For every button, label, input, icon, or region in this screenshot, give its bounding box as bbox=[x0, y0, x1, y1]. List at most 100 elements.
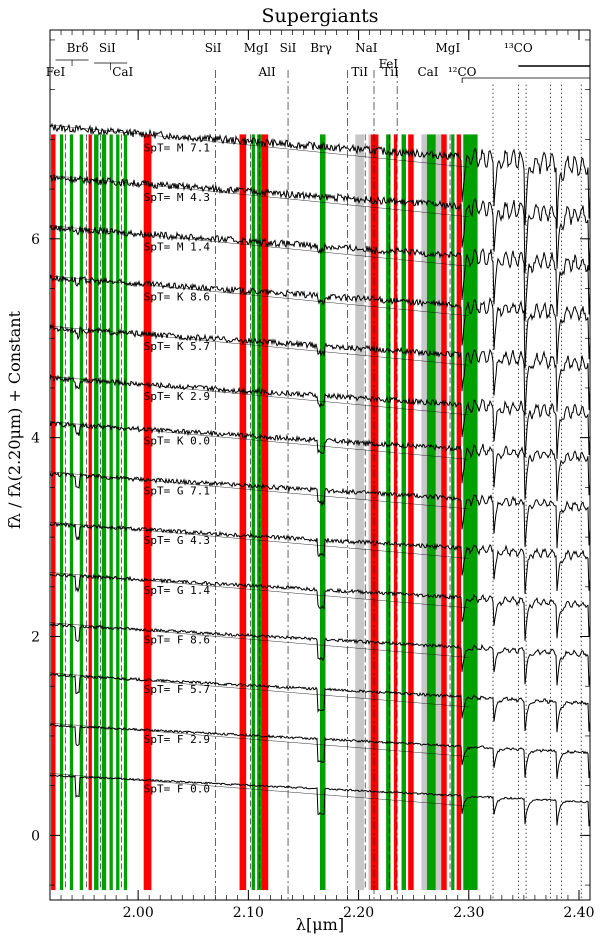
spectrum-line-9 bbox=[49, 572, 591, 641]
y-tick-label-3: 6 bbox=[31, 232, 40, 248]
reference-line-4 bbox=[49, 325, 469, 366]
x-axis-ticks: 2.00 2.10 2.20 2.30 2.40 bbox=[60, 30, 595, 921]
x-tick-label-1: 2.10 bbox=[233, 905, 264, 921]
line-id-label-11: FeI bbox=[379, 57, 399, 71]
spectrum-line-13 bbox=[49, 774, 591, 827]
spectral-type-label-2: SpT= M 1.4 bbox=[144, 241, 211, 254]
green-band-5 bbox=[109, 134, 113, 891]
green-band-4 bbox=[101, 134, 107, 891]
spectrum-line-5 bbox=[49, 374, 591, 459]
green-band-12 bbox=[401, 134, 406, 891]
green-band-3 bbox=[94, 134, 99, 891]
green-band-15 bbox=[463, 134, 478, 891]
red-band-1 bbox=[88, 134, 92, 891]
reference-line-8 bbox=[49, 521, 469, 559]
reference-line-6 bbox=[49, 421, 469, 460]
id-bracket-1 bbox=[94, 62, 128, 70]
id-bracket-0 bbox=[55, 59, 89, 66]
line-id-label-15: ¹²CO bbox=[448, 65, 477, 79]
spectral-type-labels: SpT= M 7.1 SpT= M 4.3 SpT= M 1.4 SpT= K 8.6… bbox=[144, 141, 211, 795]
y-axis-label: fλ / fλ(2.20μm) + Constant bbox=[5, 310, 24, 529]
spectrum-line-1 bbox=[49, 174, 591, 273]
green-band-0 bbox=[59, 134, 64, 891]
x-tick-label-0: 2.00 bbox=[123, 905, 154, 921]
spectrum-line-11 bbox=[49, 673, 591, 733]
spectral-type-label-10: SpT= F 8.6 bbox=[144, 633, 210, 646]
line-id-label-8: Brγ bbox=[310, 41, 332, 55]
x-tick-label-2: 2.20 bbox=[343, 905, 374, 921]
spectrum-line-2 bbox=[49, 224, 591, 321]
line-id-label-6: AlI bbox=[257, 65, 276, 79]
green-band-10 bbox=[320, 134, 326, 891]
spectral-type-label-3: SpT= K 8.6 bbox=[144, 290, 210, 303]
red-band-8 bbox=[441, 134, 447, 891]
red-band-4 bbox=[261, 134, 269, 891]
reference-line-13 bbox=[49, 773, 469, 807]
line-id-label-5: MgI bbox=[244, 41, 269, 55]
reference-line-1 bbox=[49, 175, 469, 217]
spectral-type-label-12: SpT= F 2.9 bbox=[144, 733, 210, 746]
green-band-14 bbox=[451, 134, 455, 891]
gray-band-0 bbox=[355, 134, 365, 891]
line-bands bbox=[51, 134, 478, 891]
green-band-9 bbox=[257, 134, 262, 891]
chart-title: Supergiants bbox=[262, 5, 379, 27]
spectrum-line-0 bbox=[49, 122, 591, 229]
gray-band-2 bbox=[421, 134, 427, 891]
spectral-type-label-7: SpT= G 7.1 bbox=[144, 484, 210, 497]
reference-line-3 bbox=[49, 275, 469, 316]
red-band-2 bbox=[143, 134, 152, 891]
spectrum-line-12 bbox=[49, 723, 591, 779]
spectral-type-label-5: SpT= K 2.9 bbox=[144, 390, 210, 403]
spectral-type-label-9: SpT= G 1.4 bbox=[144, 584, 211, 597]
line-id-label-10: NaI bbox=[355, 41, 378, 55]
spectral-type-label-6: SpT= K 0.0 bbox=[144, 435, 210, 448]
y-tick-label-2: 4 bbox=[31, 431, 40, 447]
reference-line-5 bbox=[49, 376, 469, 416]
red-band-6 bbox=[393, 134, 398, 891]
spectrum-line-10 bbox=[50, 621, 591, 686]
spectrum-line-3 bbox=[49, 274, 591, 369]
red-band-0 bbox=[51, 134, 56, 891]
gray-band-1 bbox=[368, 134, 371, 891]
line-id-label-7: SiI bbox=[280, 41, 297, 55]
line-id-label-13: CaI bbox=[417, 65, 438, 79]
x-tick-label-4: 2.40 bbox=[563, 905, 594, 921]
plot-frame bbox=[49, 29, 591, 901]
reference-line-11 bbox=[49, 672, 469, 708]
spectral-type-label-8: SpT= G 4.3 bbox=[144, 534, 210, 547]
line-id-label-14: MgI bbox=[435, 41, 460, 55]
reference-line-2 bbox=[49, 225, 469, 267]
x-tick-label-3: 2.30 bbox=[453, 905, 484, 921]
spectral-type-label-1: SpT= M 4.3 bbox=[144, 191, 210, 204]
reference-line-7 bbox=[49, 471, 469, 510]
spectral-type-label-13: SpT= F 0.0 bbox=[144, 783, 210, 796]
y-tick-label-0: 0 bbox=[31, 828, 40, 844]
spectra-series bbox=[49, 122, 591, 827]
green-band-1 bbox=[69, 134, 74, 891]
reference-line-10 bbox=[49, 622, 469, 658]
spectrum-line-7 bbox=[49, 471, 591, 549]
green-band-7 bbox=[123, 134, 128, 891]
gray-band-3 bbox=[435, 134, 442, 891]
line-markers bbox=[65, 70, 582, 900]
reference-line-9 bbox=[49, 572, 469, 609]
green-band-2 bbox=[79, 134, 84, 891]
line-id-label-1: Brδ bbox=[67, 41, 89, 55]
red-band-3 bbox=[239, 134, 247, 891]
y-tick-label-1: 2 bbox=[31, 630, 40, 646]
spectral-type-label-0: SpT= M 7.1 bbox=[144, 141, 210, 154]
green-band-11 bbox=[386, 134, 391, 891]
green-band-13 bbox=[426, 134, 436, 891]
red-band-9 bbox=[456, 134, 462, 891]
line-id-label-2: SiI bbox=[99, 41, 116, 55]
co-12-bracket bbox=[461, 77, 590, 83]
reference-line-0 bbox=[49, 124, 469, 168]
line-id-label-4: SiI bbox=[205, 41, 222, 55]
line-id-label-12: TiI bbox=[382, 65, 399, 79]
line-id-label-3: CaI bbox=[112, 65, 133, 79]
red-band-7 bbox=[408, 134, 414, 891]
spectral-type-label-11: SpT= F 5.7 bbox=[144, 683, 210, 696]
